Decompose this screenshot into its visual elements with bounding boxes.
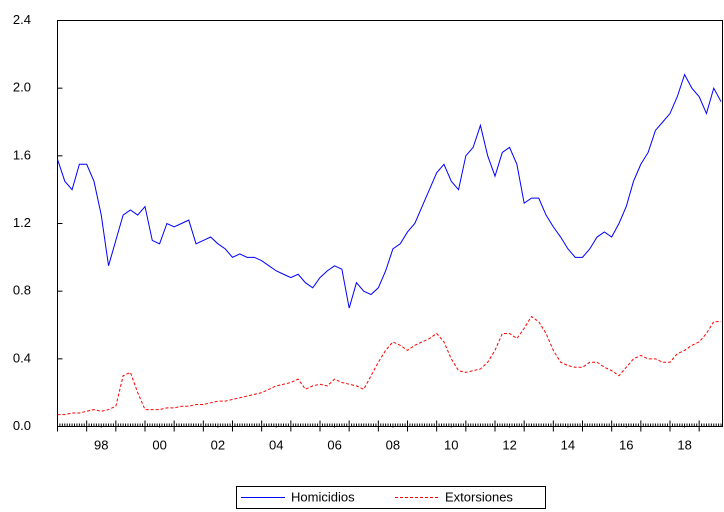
x-tick-label: 10 xyxy=(444,437,458,452)
x-tick-label: 12 xyxy=(502,437,516,452)
x-tick-label: 00 xyxy=(152,437,166,452)
y-tick-label: 2.0 xyxy=(13,80,31,95)
y-tick-label: 0.0 xyxy=(13,418,31,433)
x-tick-label: 98 xyxy=(94,437,108,452)
y-tick-label: 0.8 xyxy=(13,283,31,298)
y-tick-label: 1.6 xyxy=(13,147,31,162)
series-line xyxy=(57,73,722,309)
y-tick-label: 2.4 xyxy=(13,12,31,27)
x-tick-label: 18 xyxy=(677,437,691,452)
series-line xyxy=(57,315,722,416)
x-tick-label: 16 xyxy=(619,437,633,452)
x-tick-label: 04 xyxy=(269,437,283,452)
y-tick-label: 0.4 xyxy=(13,350,31,365)
legend-label: Extorsiones xyxy=(445,489,513,504)
y-tick-label: 1.2 xyxy=(13,215,31,230)
legend-label: Homicidios xyxy=(291,489,355,504)
x-tick-label: 06 xyxy=(327,437,341,452)
legend-box xyxy=(236,486,546,509)
x-tick-label: 14 xyxy=(561,437,575,452)
x-tick-label: 02 xyxy=(211,437,225,452)
x-tick-label: 08 xyxy=(386,437,400,452)
